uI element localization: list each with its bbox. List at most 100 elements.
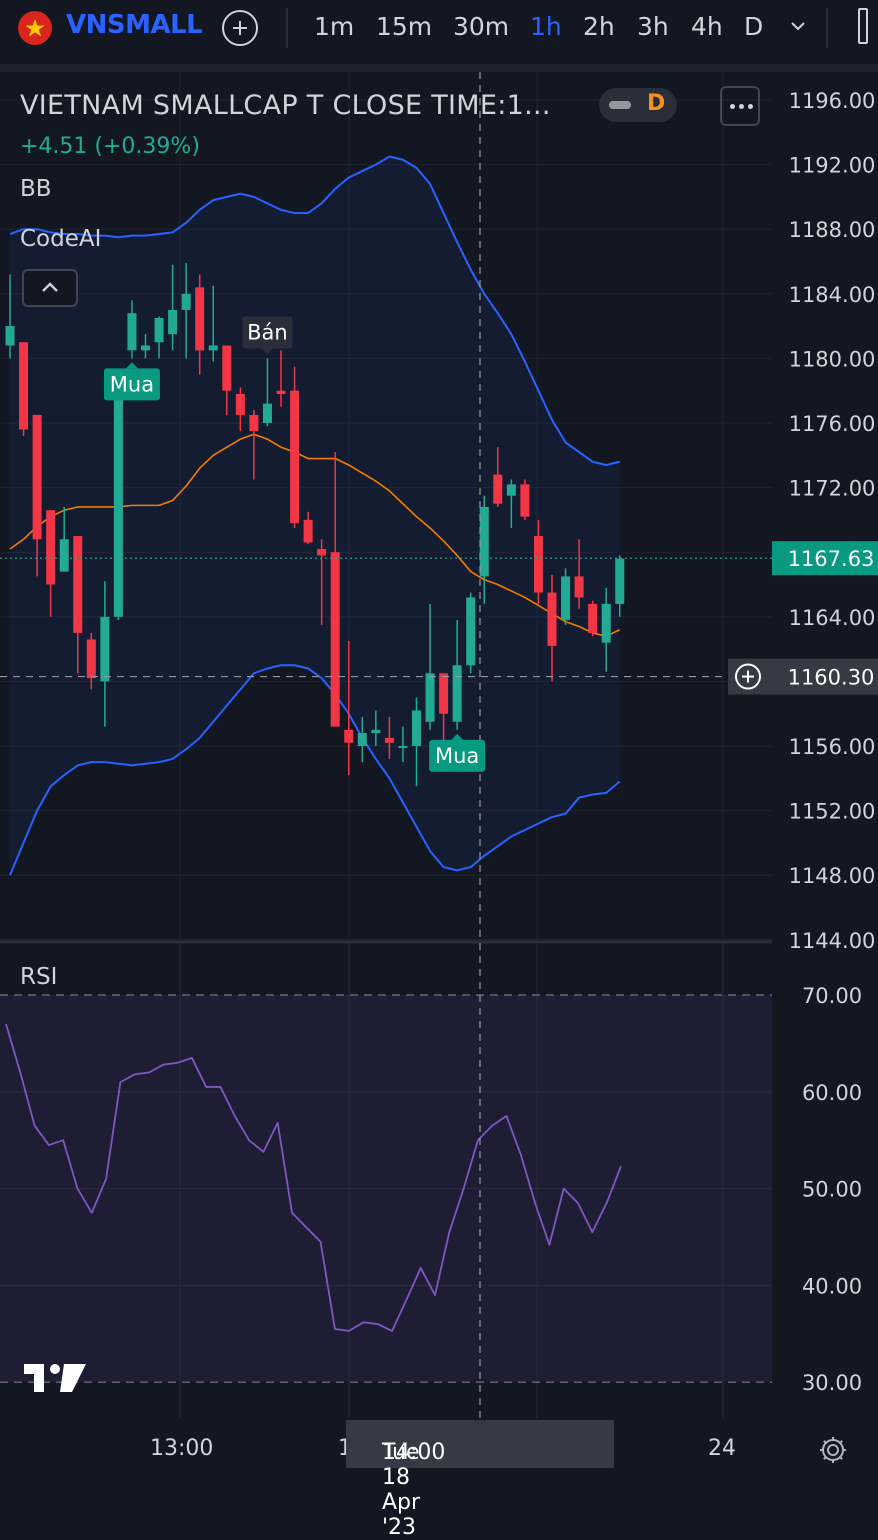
toolbar-border (0, 64, 878, 72)
rsi-line (5, 1023, 622, 1332)
rsi-pane (0, 994, 878, 1383)
price-axis-background (772, 72, 878, 1418)
candle (208, 285, 218, 362)
candle (249, 410, 259, 480)
candle (371, 710, 381, 746)
candle (235, 387, 245, 432)
timeframe-3h-button[interactable]: 3h (637, 12, 669, 41)
price-tick-label: 1184.00 (789, 283, 876, 307)
timeframe-d-button[interactable]: D (744, 12, 764, 41)
time-axis-label: 13:00 (150, 1436, 214, 1461)
candle-body (344, 729, 354, 743)
rsi-tick-label: 30.00 (802, 1371, 862, 1395)
price-tick-label: 1152.00 (789, 800, 876, 824)
add-alert-plus-icon[interactable] (735, 663, 761, 690)
timeframe-1h-button[interactable]: 1h (530, 12, 562, 41)
signal-pointer (125, 362, 138, 369)
timeframe-4h-button[interactable]: 4h (691, 12, 723, 41)
candle-body (479, 506, 489, 577)
candle (195, 274, 205, 375)
signal-text: Mua (110, 372, 154, 396)
chevron-down-icon[interactable] (790, 16, 806, 36)
signal-pointer (451, 733, 464, 740)
candle (32, 414, 42, 577)
candle-body (276, 390, 286, 394)
candle-body (439, 673, 449, 714)
candle-body (303, 519, 313, 543)
sell-signal-label: Bán (242, 316, 293, 355)
collapse-legend-button[interactable] (22, 269, 78, 307)
candle (317, 539, 327, 625)
price-tick-label: 1192.00 (789, 154, 876, 178)
time-axis-label: 24 (708, 1436, 736, 1461)
price-change: +4.51 (+0.39%) (20, 134, 200, 159)
price-tick-label: 1180.00 (789, 347, 876, 371)
plus-circle (735, 663, 761, 690)
candle-body (330, 552, 340, 727)
candle-body (615, 558, 625, 604)
candle-body (127, 313, 137, 351)
candle (506, 479, 516, 528)
more-options-button[interactable] (720, 86, 760, 126)
buy-signal-label: Mua (103, 362, 160, 401)
symbol-search-button[interactable]: VNSMALL (66, 10, 203, 40)
candle-body (506, 484, 516, 496)
candle-body (195, 287, 205, 351)
candle-body (141, 345, 150, 351)
candle (290, 366, 300, 528)
compare-symbol-plus-icon[interactable] (222, 10, 258, 46)
candle (303, 511, 313, 545)
candle (344, 641, 354, 776)
candle-body (262, 403, 272, 423)
indicator-bb-label[interactable]: BB (20, 176, 52, 202)
chart-title[interactable]: VIETNAM SMALLCAP T CLOSE TIME:1... (20, 90, 551, 121)
dot-icon (730, 104, 735, 109)
candle-body (601, 603, 611, 643)
price-tick-label: 1172.00 (789, 477, 876, 501)
candle-body (533, 536, 543, 593)
candle-body (574, 576, 584, 598)
bar-style-icon[interactable] (858, 8, 868, 44)
candle-body (466, 597, 476, 666)
candle-body (561, 576, 571, 621)
candle (73, 536, 83, 674)
timeframe-2h-button[interactable]: 2h (583, 12, 615, 41)
candle-body (425, 673, 435, 722)
top-toolbar: VNSMALL 1m 15m 30m 1h 2h 3h 4h D (0, 0, 878, 60)
last-price-tag (772, 541, 878, 576)
timeframe-15m-button[interactable]: 15m (376, 12, 433, 41)
signal-text: Mua (435, 744, 479, 768)
candle-body (73, 536, 83, 633)
candle (357, 716, 367, 763)
rsi-pane-label[interactable]: RSI (20, 964, 58, 990)
dot-icon (748, 104, 753, 109)
candle-body (100, 616, 110, 682)
candle-body (235, 393, 245, 415)
minus-icon (609, 101, 631, 109)
candle (398, 726, 408, 763)
candle-body (412, 710, 421, 746)
timeframe-30m-button[interactable]: 30m (453, 12, 510, 41)
candle-body (547, 592, 557, 646)
candle (276, 350, 286, 407)
candle (561, 568, 571, 625)
candle (533, 519, 543, 604)
indicator-codeai-label[interactable]: CodeAI (20, 226, 102, 252)
timeframe-1m-button[interactable]: 1m (314, 12, 355, 41)
candle-body (222, 345, 232, 391)
signal-box (242, 316, 293, 349)
candle-body (588, 603, 598, 633)
candle-body (208, 345, 218, 351)
candle (439, 673, 449, 750)
candle (59, 506, 69, 572)
candle-body (46, 510, 56, 585)
tradingview-logo-icon[interactable] (24, 1362, 88, 1394)
candle-body (398, 746, 408, 748)
candle (46, 510, 56, 617)
settings-gear-icon[interactable] (817, 1434, 849, 1466)
candle (384, 716, 394, 759)
data-window-toggle[interactable]: D (599, 88, 677, 122)
bb-middle-line (9, 433, 621, 637)
vietnam-flag-icon (18, 11, 52, 45)
